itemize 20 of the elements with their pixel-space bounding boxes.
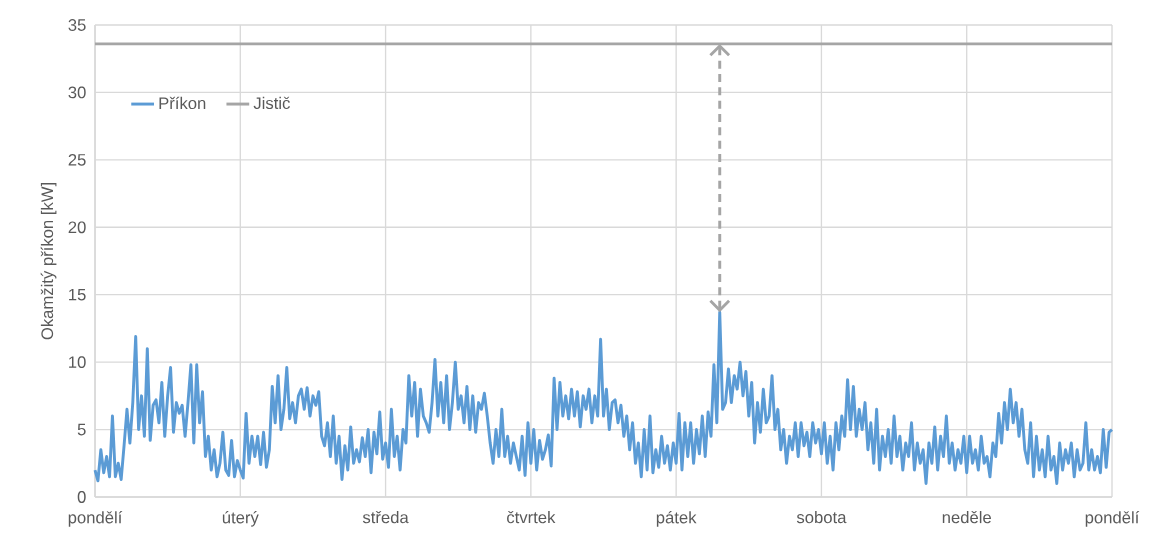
x-tick-label: pondělí [68,510,123,527]
y-tick-label: 15 [69,288,86,301]
x-tick-label: středa [362,510,409,524]
x-tick-label: úterý [222,510,259,527]
y-tick-label: 20 [68,221,86,234]
y-axis-title: Okamžitý příkon [kW] [40,183,57,340]
legend-label: Příkon [159,96,206,110]
y-tick-label: 0 [77,491,86,503]
y-tick-label: 30 [68,86,86,99]
y-tick-label: 10 [69,356,86,369]
y-tick-label: 25 [68,153,86,166]
y-tick-label: 5 [77,423,86,436]
x-tick-label: sobota [796,510,847,524]
y-tick-label: 35 [68,19,86,31]
x-tick-label: pátek [656,510,697,527]
x-tick-label: neděle [942,510,991,524]
x-tick-label: pondělí [1085,510,1140,527]
legend-label: Jistič [253,96,290,110]
line-series [93,310,1114,485]
x-tick-label: čtvrtek [507,510,556,524]
